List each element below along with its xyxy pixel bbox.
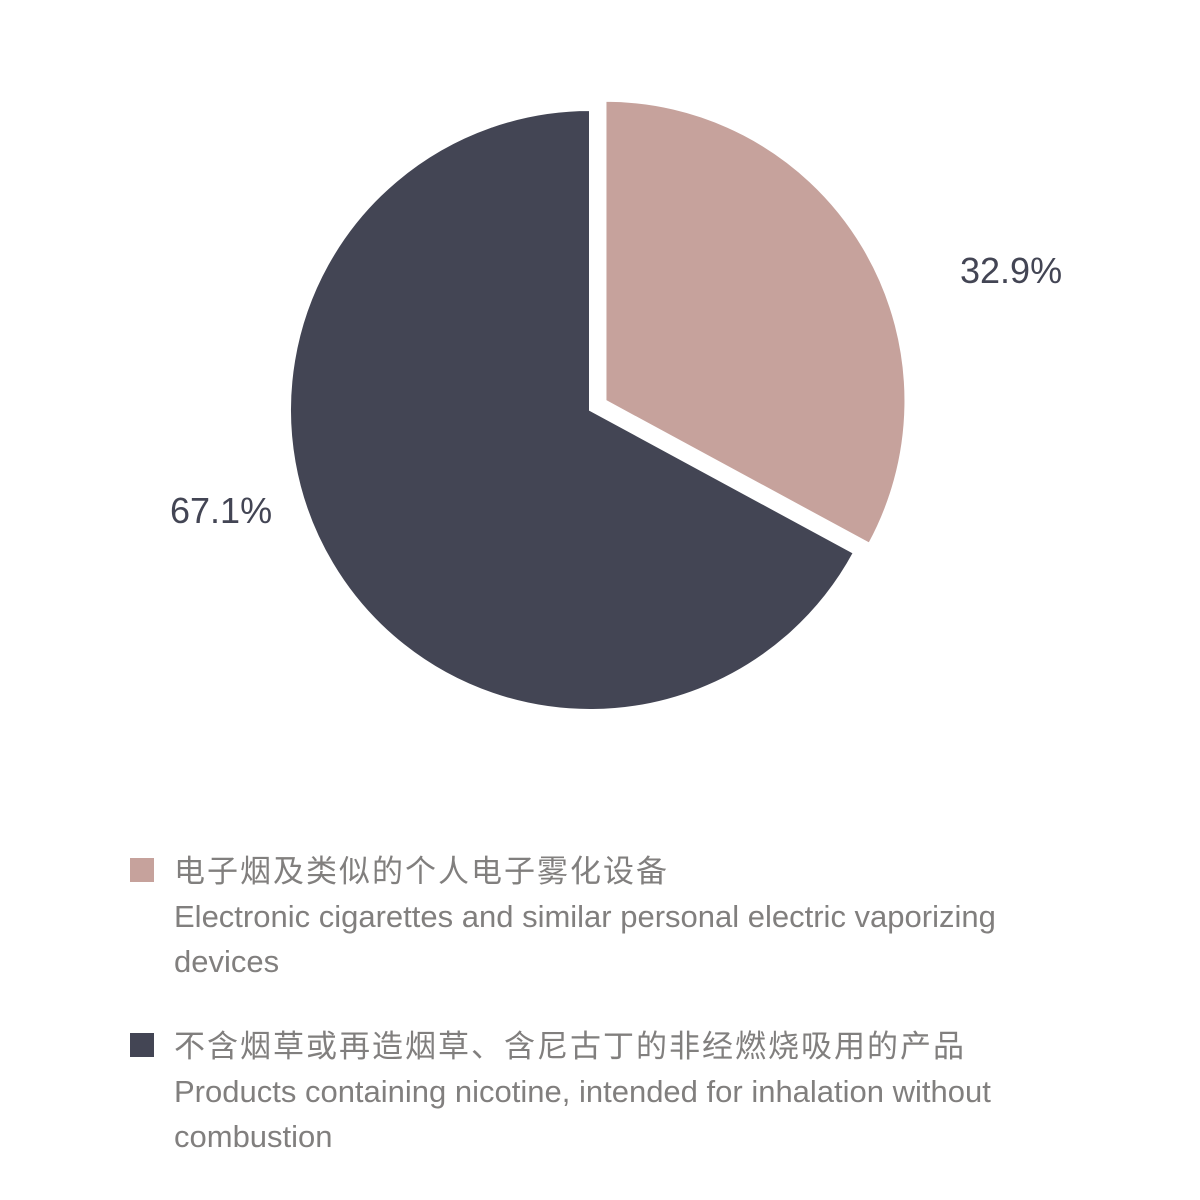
legend-text-1: 不含烟草或再造烟草、含尼古丁的非经燃烧吸用的产品 Products contai…: [174, 1025, 1070, 1160]
slice-label-0: 32.9%: [960, 250, 1062, 292]
legend-text-0: 电子烟及类似的个人电子雾化设备 Electronic cigarettes an…: [174, 850, 1070, 985]
legend-label-en-0: Electronic cigarettes and similar person…: [174, 895, 1070, 985]
legend-swatch-0: [130, 858, 154, 882]
legend: 电子烟及类似的个人电子雾化设备 Electronic cigarettes an…: [130, 850, 1070, 1200]
legend-label-en-1: Products containing nicotine, intended f…: [174, 1070, 1070, 1160]
legend-label-cn-0: 电子烟及类似的个人电子雾化设备: [174, 850, 1070, 895]
pie-svg: [0, 0, 1200, 820]
pie-chart: 32.9% 67.1%: [0, 0, 1200, 820]
legend-label-cn-1: 不含烟草或再造烟草、含尼古丁的非经燃烧吸用的产品: [174, 1025, 1070, 1070]
legend-item-0: 电子烟及类似的个人电子雾化设备 Electronic cigarettes an…: [130, 850, 1070, 985]
legend-swatch-1: [130, 1033, 154, 1057]
slice-label-1: 67.1%: [170, 490, 272, 532]
legend-item-1: 不含烟草或再造烟草、含尼古丁的非经燃烧吸用的产品 Products contai…: [130, 1025, 1070, 1160]
